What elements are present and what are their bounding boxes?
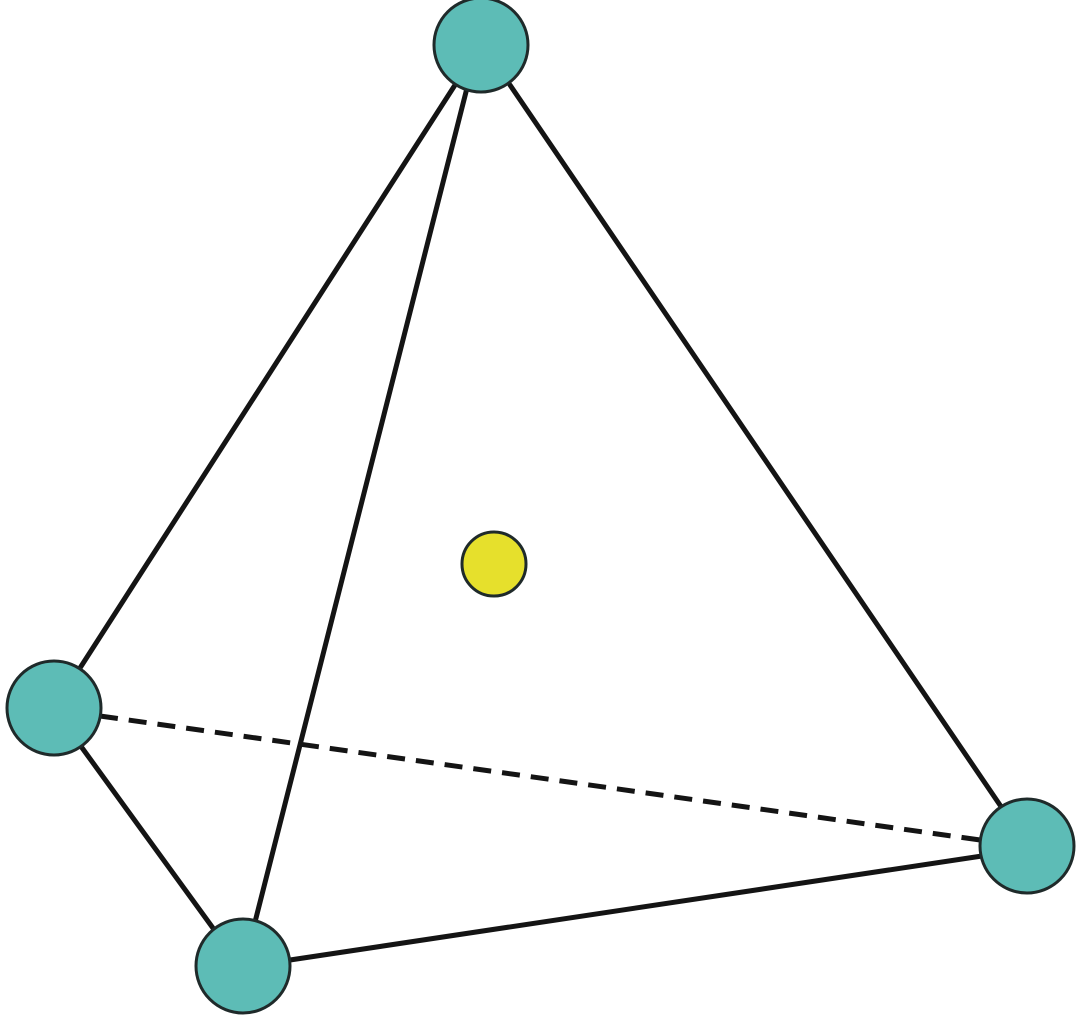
edge-left-right-hidden: [99, 713, 981, 843]
atoms-layer: [5, 0, 1076, 1015]
edge-front-bottom-right: [287, 853, 985, 963]
edges-layer: [77, 82, 1005, 963]
edge-top-front-bottom: [252, 85, 470, 925]
central-atom: [460, 530, 528, 598]
edge-top-right: [507, 82, 1005, 811]
vertex-atom-top: [432, 0, 530, 94]
vertex-atom-right: [978, 797, 1076, 895]
vertex-atom-front-bottom: [194, 917, 292, 1015]
edge-top-left: [77, 82, 458, 671]
vertex-atom-left: [5, 659, 103, 757]
edge-left-front-bottom: [77, 742, 221, 938]
